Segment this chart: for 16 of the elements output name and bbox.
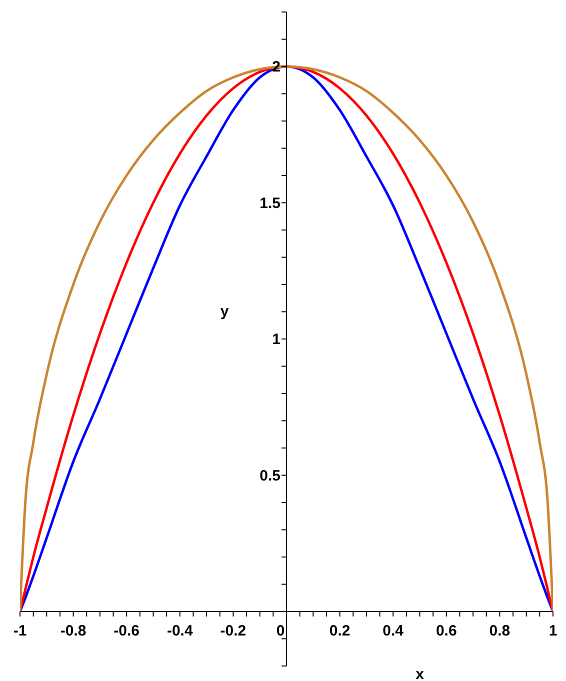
- x-tick-label: 0.4: [382, 622, 404, 640]
- x-tick-label: 0.8: [489, 622, 510, 640]
- x-axis-title: x: [416, 666, 425, 681]
- x-tick-label: -0.8: [60, 622, 86, 640]
- y-tick-label: 1: [272, 331, 280, 348]
- y-axis-title: y: [220, 303, 230, 320]
- y-tick-label: 0.5: [260, 467, 280, 484]
- x-tick-label: -1: [13, 622, 27, 640]
- x-tick-label: 0.2: [329, 622, 350, 640]
- x-tick-label: 0.6: [436, 622, 457, 640]
- x-tick-label: -0.4: [166, 622, 194, 640]
- y-tick-label: 1.5: [260, 194, 280, 212]
- x-tick-label: -0.2: [220, 622, 246, 640]
- x-tick-label: 1: [548, 622, 558, 640]
- x-tick-label: -0.6: [114, 622, 140, 640]
- x-tick-label: 0: [276, 622, 285, 640]
